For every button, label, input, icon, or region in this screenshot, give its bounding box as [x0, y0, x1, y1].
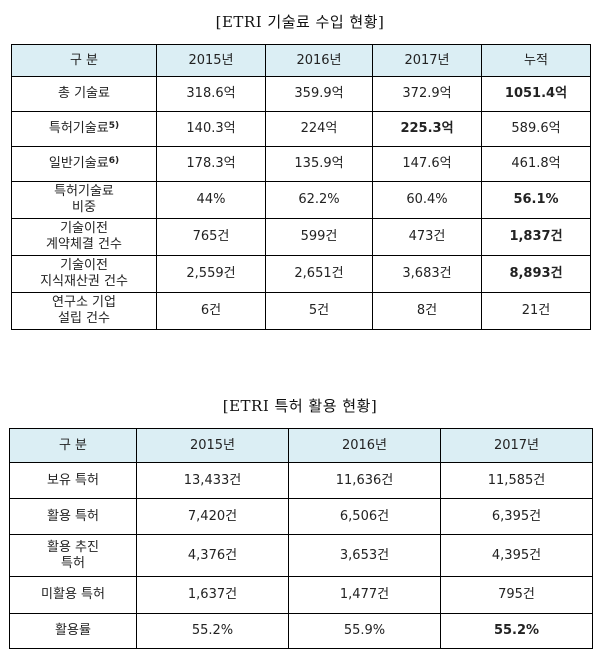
- table-row: 미활용 특허 1,637건 1,477건 795건: [9, 576, 593, 614]
- header-category: 구 분: [9, 428, 137, 463]
- header-cumulative: 누적: [481, 44, 591, 77]
- header-2017: 2017년: [440, 428, 593, 463]
- row-label-line1: 특허기술료: [54, 184, 114, 199]
- cell: 1,837건: [481, 218, 591, 256]
- cell: 3,653건: [288, 534, 441, 577]
- cell: 473건: [372, 218, 482, 256]
- cell: 8,893건: [481, 255, 591, 293]
- table-row: 활용 추진 특허 4,376건 3,653건 4,395건: [9, 534, 593, 577]
- table-row: 총 기술료 318.6억 359.9억 372.9억 1051.4억: [11, 76, 591, 112]
- cell: 135.9억: [265, 146, 373, 182]
- cell: 765건: [156, 218, 266, 256]
- row-label-cell: 기술이전 계약체결 건수: [11, 218, 157, 256]
- patent-utilization-table: 구 분 2015년 2016년 2017년 보유 특허 13,433건 11,6…: [9, 428, 593, 649]
- row-label: 보유 특허: [9, 462, 137, 499]
- footnote-mark: 6): [108, 156, 120, 166]
- row-label-cell: 특허기술료5): [11, 111, 157, 147]
- cell: 224억: [265, 111, 373, 147]
- row-label: 미활용 특허: [9, 576, 137, 614]
- table1-title: [ETRI 기술료 수입 현황]: [215, 13, 385, 31]
- header-2017: 2017년: [372, 44, 482, 77]
- cell: 1051.4억: [481, 76, 591, 112]
- cell: 11,636건: [288, 462, 441, 499]
- technology-fee-table: 구 분 2015년 2016년 2017년 누적 총 기술료 318.6억 35…: [11, 44, 591, 330]
- row-label-cell: 일반기술료6): [11, 146, 157, 182]
- cell: 1,637건: [136, 576, 289, 614]
- table-row: 활용 특허 7,420건 6,506건 6,395건: [9, 498, 593, 535]
- row-label: 특허기술료: [48, 121, 109, 136]
- cell: 599건: [265, 218, 373, 256]
- row-label-line2: 특허: [61, 555, 85, 571]
- cell: 6,506건: [288, 498, 441, 535]
- row-label: 총 기술료: [11, 76, 157, 112]
- cell: 5건: [265, 292, 373, 330]
- row-label-line2: 비중: [72, 200, 96, 215]
- row-label-line2: 계약체결 건수: [46, 237, 122, 252]
- cell: 4,376건: [136, 534, 289, 577]
- header-2016: 2016년: [288, 428, 441, 463]
- row-label: 활용 특허: [9, 498, 137, 535]
- cell: 60.4%: [372, 181, 482, 219]
- row-label-line2: 지식재산권 건수: [40, 274, 128, 289]
- row-label-line1: 기술이전: [60, 221, 108, 236]
- header-row: 구 분 2015년 2016년 2017년: [9, 428, 593, 463]
- cell: 56.1%: [481, 181, 591, 219]
- cell: 8건: [372, 292, 482, 330]
- cell: 318.6억: [156, 76, 266, 112]
- cell: 589.6억: [481, 111, 591, 147]
- cell: 140.3억: [156, 111, 266, 147]
- cell: 4,395건: [440, 534, 593, 577]
- table-row: 활용률 55.2% 55.9% 55.2%: [9, 613, 593, 649]
- table-row: 기술이전 지식재산권 건수 2,559건 2,651건 3,683건 8,893건: [11, 255, 591, 293]
- row-label-cell: 활용 추진 특허: [9, 534, 137, 577]
- cell: 795건: [440, 576, 593, 614]
- header-2015: 2015년: [156, 44, 266, 77]
- cell: 44%: [156, 181, 266, 219]
- cell: 225.3억: [372, 111, 482, 147]
- cell: 178.3억: [156, 146, 266, 182]
- cell: 13,433건: [136, 462, 289, 499]
- row-label-line1: 기술이전: [60, 258, 108, 273]
- cell: 6건: [156, 292, 266, 330]
- cell: 62.2%: [265, 181, 373, 219]
- header-2016: 2016년: [265, 44, 373, 77]
- cell: 3,683건: [372, 255, 482, 293]
- table-row: 특허기술료 비중 44% 62.2% 60.4% 56.1%: [11, 181, 591, 219]
- cell: 21건: [481, 292, 591, 330]
- cell: 7,420건: [136, 498, 289, 535]
- cell: 2,651건: [265, 255, 373, 293]
- cell: 11,585건: [440, 462, 593, 499]
- table-row: 특허기술료5) 140.3억 224억 225.3억 589.6억: [11, 111, 591, 147]
- table-row: 일반기술료6) 178.3억 135.9억 147.6억 461.8억: [11, 146, 591, 182]
- header-category: 구 분: [11, 44, 157, 77]
- table2-title: [ETRI 특허 활용 현황]: [222, 397, 378, 415]
- table-row: 기술이전 계약체결 건수 765건 599건 473건 1,837건: [11, 218, 591, 256]
- row-label-cell: 연구소 기업 설립 건수: [11, 292, 157, 330]
- table-row: 보유 특허 13,433건 11,636건 11,585건: [9, 462, 593, 499]
- cell: 461.8억: [481, 146, 591, 182]
- row-label-cell: 특허기술료 비중: [11, 181, 157, 219]
- cell: 1,477건: [288, 576, 441, 614]
- cell: 2,559건: [156, 255, 266, 293]
- row-label-cell: 기술이전 지식재산권 건수: [11, 255, 157, 293]
- row-label: 활용률: [9, 613, 137, 649]
- row-label-line2: 설립 건수: [58, 311, 110, 326]
- cell: 372.9억: [372, 76, 482, 112]
- header-2015: 2015년: [136, 428, 289, 463]
- cell: 55.2%: [136, 613, 289, 649]
- cell: 359.9억: [265, 76, 373, 112]
- cell: 55.2%: [440, 613, 593, 649]
- table-row: 연구소 기업 설립 건수 6건 5건 8건 21건: [11, 292, 591, 330]
- cell: 147.6억: [372, 146, 482, 182]
- cell: 6,395건: [440, 498, 593, 535]
- footnote-mark: 5): [108, 121, 120, 131]
- row-label-line1: 연구소 기업: [52, 295, 116, 310]
- header-row: 구 분 2015년 2016년 2017년 누적: [11, 44, 591, 77]
- row-label: 일반기술료: [48, 156, 109, 171]
- cell: 55.9%: [288, 613, 441, 649]
- row-label-line1: 활용 추진: [47, 539, 99, 555]
